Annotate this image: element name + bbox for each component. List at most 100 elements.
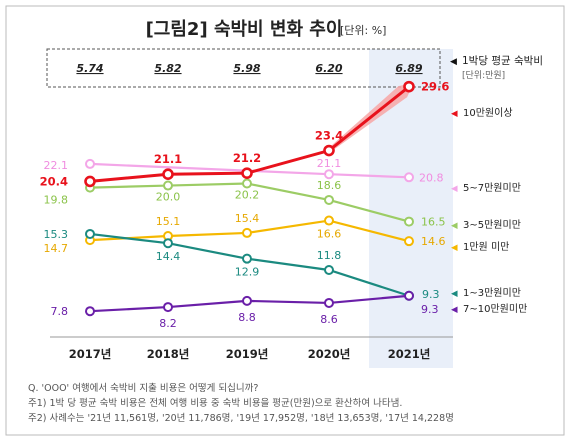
avg-cost-value: 6.20: [315, 62, 342, 75]
avg-cost-value: 5.82: [154, 62, 181, 75]
data-label: 21.1: [317, 157, 342, 170]
data-label: 9.3: [422, 288, 440, 301]
highlight-band-2021: [369, 49, 453, 368]
data-point: [404, 236, 414, 247]
series-5~7만원미만: 22.1 21.1 20.8: [44, 157, 444, 184]
chart-unit: [단위: %]: [340, 24, 386, 37]
data-label: 21.2: [233, 151, 261, 165]
data-label: 8.6: [320, 313, 338, 326]
x-tick-label: 2020년: [308, 347, 351, 361]
data-point: [241, 167, 253, 179]
data-label: 15.3: [44, 228, 69, 241]
data-point: [324, 297, 334, 308]
data-label: 21.1: [154, 152, 182, 166]
legend-item: ◀ 3~5만원미만: [451, 219, 521, 231]
figure-frame: [5, 5, 565, 436]
data-point: [85, 158, 95, 169]
avg-cost-label: 1박당 평균 숙박비: [462, 55, 543, 67]
data-point: [85, 228, 95, 239]
data-point: [162, 168, 174, 181]
data-label: 19.8: [44, 194, 69, 207]
data-label: 11.8: [317, 249, 342, 262]
legend-marker: ◀: [451, 243, 458, 253]
legend-label: 5~7만원미만: [463, 182, 521, 194]
data-label: 15.1: [156, 215, 181, 228]
data-point: [404, 290, 414, 301]
data-label: 14.7: [44, 242, 69, 255]
data-label: 16.6: [317, 228, 342, 241]
data-label: 8.2: [159, 317, 177, 330]
data-point: [84, 175, 96, 188]
data-point: [403, 80, 415, 93]
data-label: 22.1: [44, 159, 69, 172]
data-point: [324, 169, 334, 180]
data-point: [85, 306, 95, 317]
data-point: [163, 180, 173, 191]
data-point: [404, 172, 414, 183]
data-point: [324, 194, 334, 205]
data-label: 23.4: [315, 129, 343, 143]
data-point: [324, 265, 334, 275]
footnote-2: 주2) 사례수는 '21년 11,561명, '20년 11,786명, '19…: [28, 413, 454, 424]
footnotes: Q. 'OOO' 여행에서 숙박비 지출 비용은 어떻게 되십니까? 주1) 1…: [28, 381, 558, 426]
series-1만원 미만: 14.7 15.1 15.4 16.6 14.6: [44, 212, 446, 255]
legend-marker: ◀: [451, 109, 458, 119]
data-point: [163, 302, 173, 313]
x-tick-label: 2019년: [226, 347, 269, 361]
x-tick-label: 2021년: [388, 347, 431, 361]
avg-cost-arrow: ◀: [450, 57, 457, 67]
avg-cost-unit: [단위:만원]: [462, 70, 505, 81]
legend-item: ◀ 1~3만원미만: [451, 287, 521, 299]
data-label: 20.0: [156, 191, 181, 204]
data-point: [242, 227, 252, 238]
data-label: 20.2: [235, 188, 260, 201]
avg-cost-value: 6.89: [395, 62, 422, 75]
legend-label: 1만원 미만: [463, 241, 509, 253]
legend-item: ◀ 10만원이상: [451, 107, 513, 119]
legend-marker: ◀: [451, 289, 458, 299]
legend-label: 3~5만원미만: [463, 219, 521, 231]
legend-item: ◀ 1만원 미만: [451, 241, 509, 253]
data-point: [404, 216, 414, 227]
data-label: 14.4: [156, 250, 181, 263]
data-label: 9.3: [421, 303, 439, 316]
data-label: 14.6: [421, 235, 446, 248]
data-label: 20.8: [419, 171, 444, 184]
series-3~5만원미만: 19.8 20.0 20.2 18.6 16.5: [44, 178, 446, 229]
legend-label: 7~10만원미만: [463, 303, 527, 315]
data-point: [242, 178, 252, 189]
footnote-question: Q. 'OOO' 여행에서 숙박비 지출 비용은 어떻게 되십니까?: [28, 383, 259, 394]
footnote-1: 주1) 1박 당 평균 숙박 비용은 전체 여행 비용 중 숙박 비용을 평균(…: [28, 398, 403, 409]
avg-cost-value: 5.98: [233, 62, 260, 75]
data-point: [242, 295, 252, 306]
legend-marker: ◀: [451, 184, 458, 194]
data-label: 15.4: [235, 212, 260, 225]
legend-item: ◀ 5~7만원미만: [451, 182, 521, 194]
legend-label: 10만원이상: [463, 107, 513, 119]
data-label: 20.4: [40, 174, 68, 188]
data-point: [242, 253, 252, 264]
series-10만원이상: 20.4 21.1 21.2 23.4 29.6: [40, 80, 450, 189]
data-label: 18.6: [317, 179, 342, 192]
series-1~3만원미만: 15.3 14.4 12.9 11.8 9.3: [44, 228, 440, 301]
series-7~10만원미만: 7.8 8.2 8.8 8.6 9.3: [51, 290, 439, 330]
data-point: [324, 215, 334, 226]
legend-marker: ◀: [451, 305, 458, 315]
x-tick-label: 2018년: [147, 347, 190, 361]
avg-cost-value: 5.74: [76, 62, 103, 75]
data-label: 29.6: [421, 80, 449, 94]
data-point: [323, 144, 335, 157]
data-label: 16.5: [421, 216, 446, 229]
avg-cost-box: [46, 48, 441, 88]
data-label: 7.8: [51, 305, 69, 318]
series-line: [89, 85, 410, 183]
legend-item: ◀ 7~10만원미만: [451, 303, 527, 315]
data-point: [163, 238, 173, 249]
legend-label: 1~3만원미만: [463, 287, 521, 299]
chart-title: [그림2] 숙박비 변화 추이: [146, 19, 343, 40]
data-label: 12.9: [235, 266, 260, 279]
data-label: 8.8: [238, 311, 256, 324]
legend-marker: ◀: [451, 221, 458, 231]
